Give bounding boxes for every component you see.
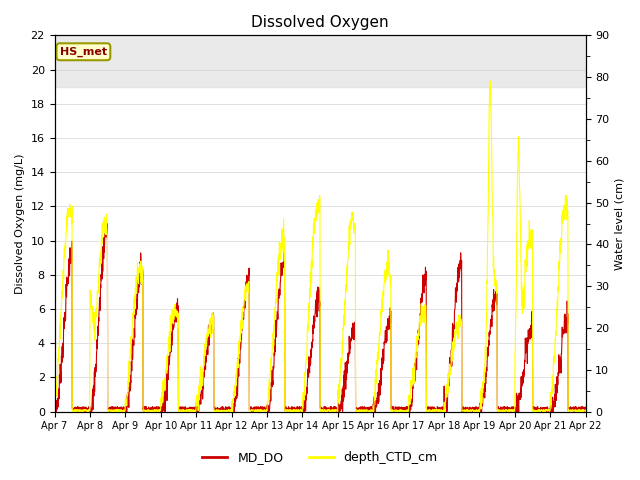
Legend: MD_DO, depth_CTD_cm: MD_DO, depth_CTD_cm bbox=[197, 446, 443, 469]
Bar bbox=[54, 36, 586, 87]
Title: Dissolved Oxygen: Dissolved Oxygen bbox=[252, 15, 389, 30]
Y-axis label: Water level (cm): Water level (cm) bbox=[615, 177, 625, 270]
Text: HS_met: HS_met bbox=[60, 47, 107, 57]
Y-axis label: Dissolved Oxygen (mg/L): Dissolved Oxygen (mg/L) bbox=[15, 153, 25, 294]
